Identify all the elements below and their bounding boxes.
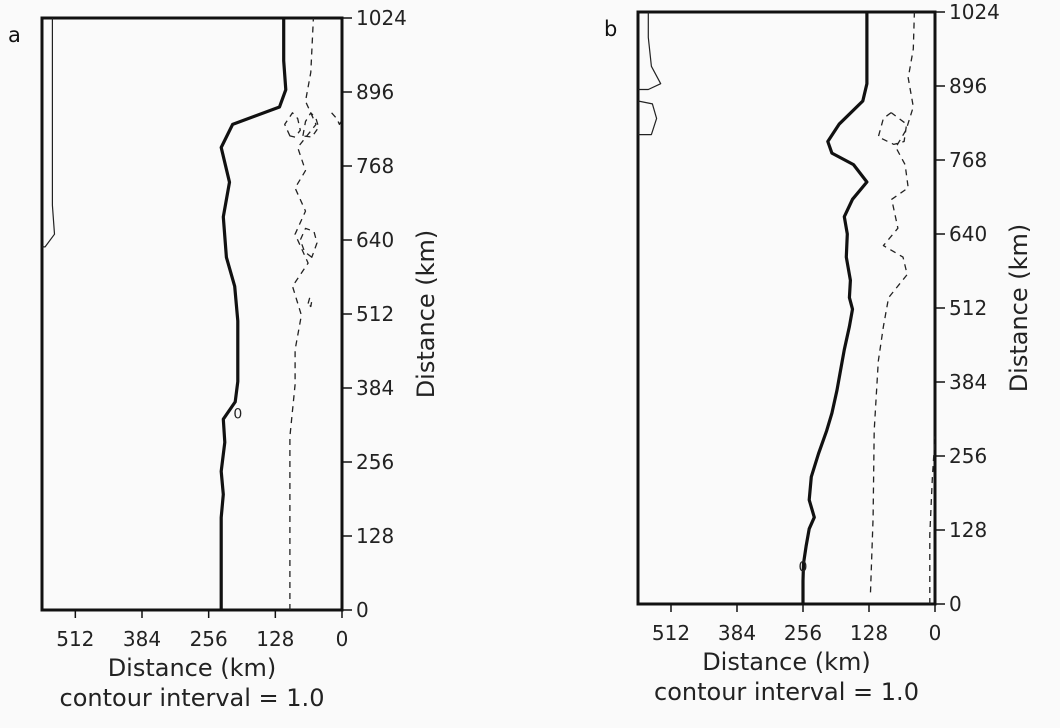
- x-tick-label: 384: [718, 621, 756, 645]
- contour-dashed: [869, 12, 916, 593]
- x-tick-label: 128: [850, 621, 888, 645]
- x-axis-title: Distance (km): [108, 654, 277, 682]
- contour-lines: [42, 18, 342, 610]
- x-tick-label: 256: [784, 621, 822, 645]
- contour-dashed: [307, 297, 313, 308]
- contour-dashed: [877, 112, 908, 146]
- contour-dashed: [284, 112, 301, 138]
- y-tick-label: 0: [949, 592, 962, 616]
- x-tick-label: 0: [336, 627, 349, 651]
- plot-frame: [636, 10, 937, 606]
- y-tick-label: 896: [356, 80, 394, 104]
- y-tick-label: 768: [356, 154, 394, 178]
- contour-interval-note: contour interval = 1.0: [654, 678, 919, 706]
- contour-thick: [219, 18, 288, 610]
- contour-value-label: 0: [233, 406, 242, 422]
- y-tick-label: 640: [356, 228, 394, 252]
- contour-interval-note: contour interval = 1.0: [60, 684, 325, 712]
- contour-dashed: [289, 18, 317, 610]
- contour-thin: [638, 12, 662, 91]
- x-tick-label: 0: [929, 621, 942, 645]
- panel-label: b: [604, 17, 617, 41]
- contour-lines: [638, 12, 935, 604]
- y-tick-label: 1024: [356, 6, 407, 30]
- contour-thin: [638, 100, 658, 136]
- contour-dashed: [929, 436, 935, 604]
- y-tick-label: 256: [356, 450, 394, 474]
- contour-thick: [801, 12, 869, 604]
- y-tick-label: 256: [949, 444, 987, 468]
- x-tick-label: 128: [256, 627, 294, 651]
- panel-b: b 0 128 256 384 512 640 768 896 1024 512 384 256 128 0…: [604, 0, 1033, 706]
- contour-dashed: [302, 112, 320, 138]
- x-tick-label: 512: [652, 621, 690, 645]
- y-tick-label: 0: [356, 598, 369, 622]
- y-tick-label: 128: [356, 524, 394, 548]
- y-tick-label: 512: [949, 296, 987, 320]
- contour-dashed: [331, 112, 342, 126]
- y-tick-label: 128: [949, 518, 987, 542]
- y-tick-label: 640: [949, 222, 987, 246]
- contour-thin: [42, 18, 56, 248]
- contour-dashed: [299, 227, 318, 258]
- y-axis-title: Distance (km): [412, 230, 440, 399]
- y-tick-label: 384: [949, 370, 987, 394]
- x-tick-label: 512: [56, 627, 94, 651]
- contour-value-label: 0: [799, 559, 808, 575]
- y-tick-label: 896: [949, 74, 987, 98]
- y-tick-label: 512: [356, 302, 394, 326]
- plot-frame: [40, 16, 344, 612]
- x-tick-label: 256: [190, 627, 228, 651]
- panel-label: a: [8, 23, 21, 47]
- panel-a: a 0 128 256 384 512 640 768 896 1024 512 384 256 128 0…: [8, 6, 440, 712]
- y-tick-label: 768: [949, 148, 987, 172]
- x-tick-label: 384: [123, 627, 161, 651]
- y-tick-label: 1024: [949, 0, 1000, 24]
- x-axis-title: Distance (km): [702, 648, 871, 676]
- y-axis-title: Distance (km): [1005, 224, 1033, 393]
- y-tick-label: 384: [356, 376, 394, 400]
